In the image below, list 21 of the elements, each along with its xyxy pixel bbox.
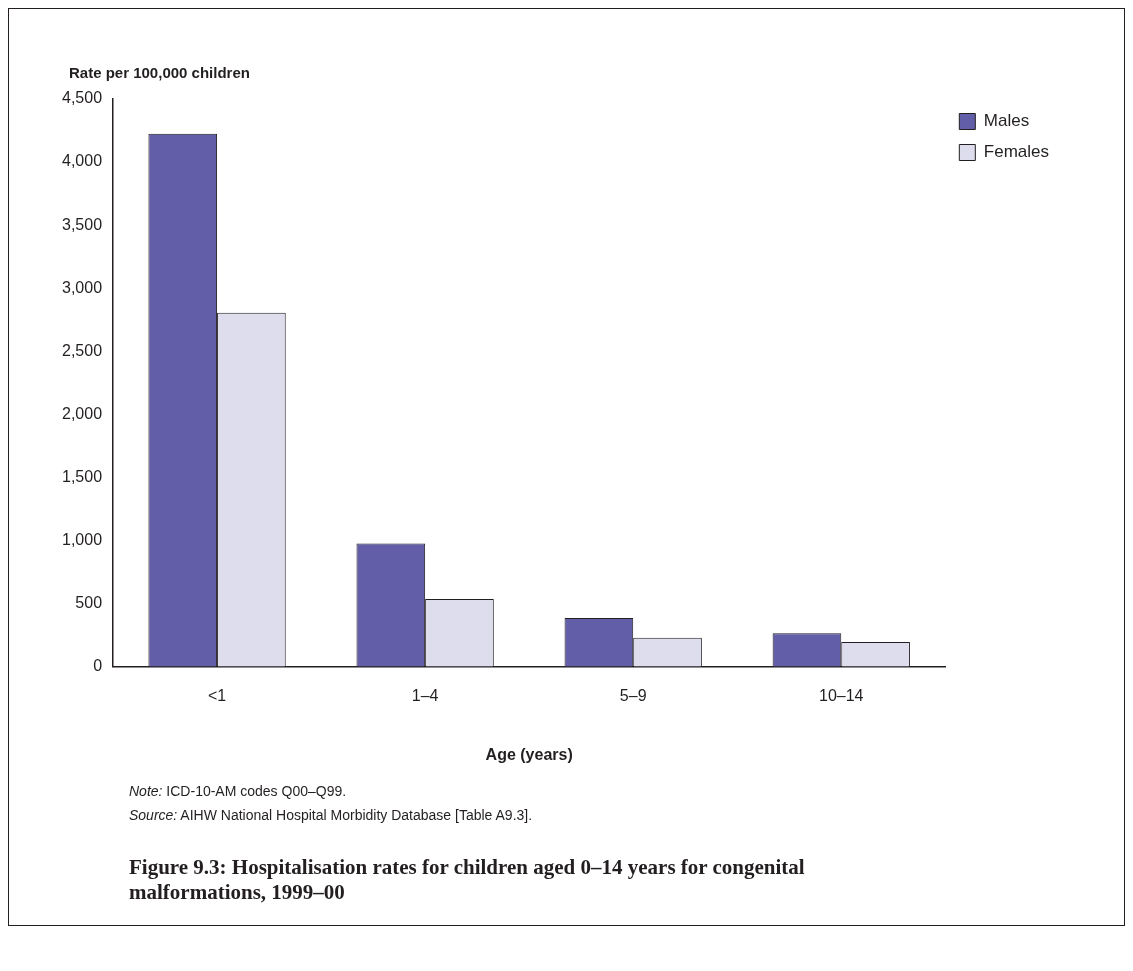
text: Figure 9.3: Hospitalisation rates for children aged 0–14 years for congenital malformations, 1999–00 — [129, 855, 806, 905]
x-tick-label: <1 — [207, 686, 227, 704]
text: Source: AIHW National Hospital Morbidity Database [Table A9.3]. — [129, 806, 534, 825]
x-tick-label: 1–4 — [411, 686, 439, 704]
y-tick-label: 2,500 — [61, 341, 103, 359]
legend-label: Males — [983, 111, 1030, 131]
x-axis-title: Age (years) — [485, 745, 573, 763]
y-tick-label: 2,000 — [61, 404, 103, 422]
x-tick-label: 5–9 — [619, 686, 647, 704]
x-tick-label: 10–14 — [819, 686, 864, 704]
legend-label: Females — [983, 142, 1049, 162]
y-tick-label: 4,500 — [61, 89, 103, 107]
text: Note: ICD-10-AM codes Q00–Q99. — [129, 782, 348, 801]
y-tick-label: 3,000 — [61, 278, 103, 296]
y-tick-label: 4,000 — [61, 152, 103, 170]
y-tick-label: 0 — [93, 657, 103, 675]
y-tick-label: 1,500 — [61, 467, 103, 485]
y-tick-label: 500 — [75, 593, 103, 611]
y-tick-label: 1,000 — [61, 530, 103, 548]
y-tick-label: 3,500 — [61, 215, 103, 233]
y-axis-title: Rate per 100,000 children — [69, 63, 250, 81]
